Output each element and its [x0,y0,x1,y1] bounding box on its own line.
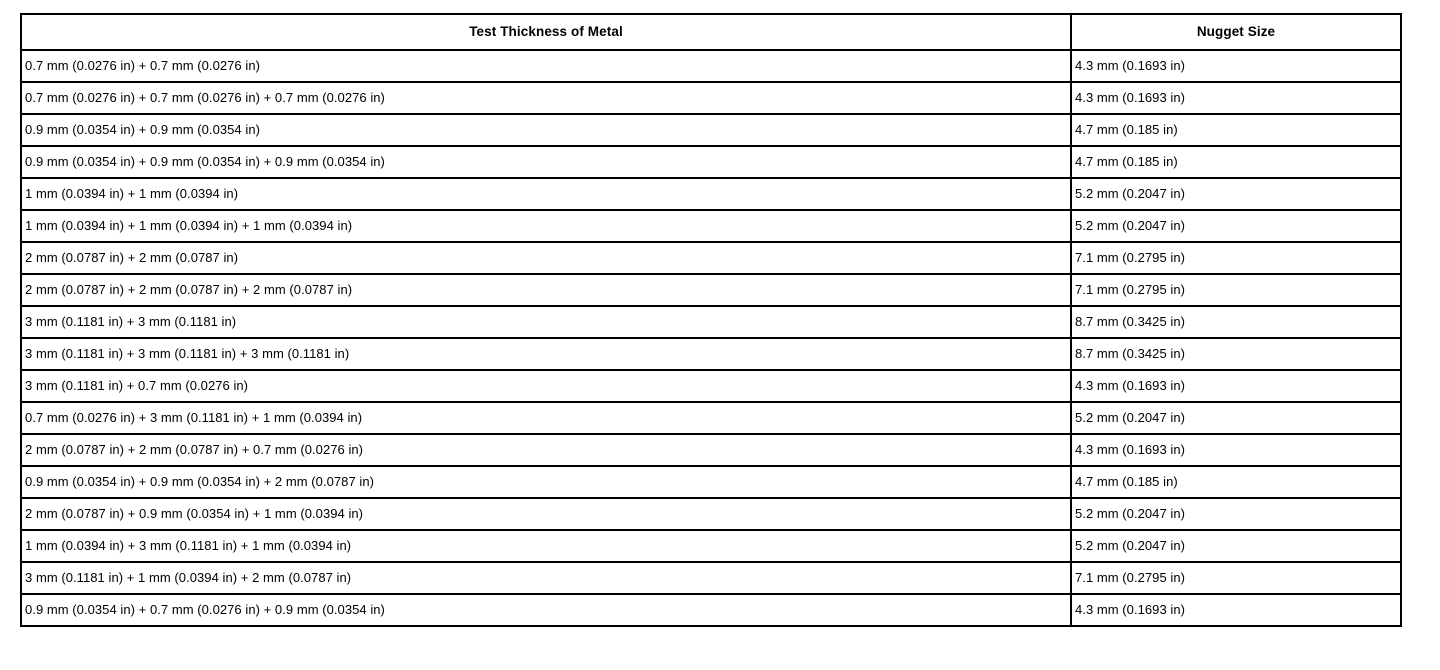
cell-nugget-size: 4.7 mm (0.185 in) [1070,145,1402,179]
table-row: 0.7 mm (0.0276 in) + 0.7 mm (0.0276 in) … [20,81,1402,115]
table-row: 2 mm (0.0787 in) + 0.9 mm (0.0354 in) + … [20,497,1402,531]
cell-test-thickness-of-metal: 1 mm (0.0394 in) + 1 mm (0.0394 in) + 1 … [20,209,1072,243]
table-row: 3 mm (0.1181 in) + 0.7 mm (0.0276 in) 4.3… [20,369,1402,403]
cell-test-thickness-of-metal: 2 mm (0.0787 in) + 0.9 mm (0.0354 in) + … [20,497,1072,531]
table-row: 1 mm (0.0394 in) + 1 mm (0.0394 in) 5.2 m… [20,177,1402,211]
nugget-size-table-container: Test Thickness of Metal Nugget Size 0.7 … [20,13,1402,627]
table-row: 0.9 mm (0.0354 in) + 0.7 mm (0.0276 in) … [20,593,1402,627]
cell-test-thickness-of-metal: 3 mm (0.1181 in) + 0.7 mm (0.0276 in) [20,369,1072,403]
cell-nugget-size: 4.7 mm (0.185 in) [1070,113,1402,147]
table-header: Test Thickness of Metal Nugget Size [20,13,1402,51]
table-row: 0.9 mm (0.0354 in) + 0.9 mm (0.0354 in) 4… [20,113,1402,147]
cell-nugget-size: 8.7 mm (0.3425 in) [1070,337,1402,371]
cell-test-thickness-of-metal: 0.7 mm (0.0276 in) + 0.7 mm (0.0276 in) [20,49,1072,83]
table-row: 0.9 mm (0.0354 in) + 0.9 mm (0.0354 in) … [20,145,1402,179]
cell-test-thickness-of-metal: 0.9 mm (0.0354 in) + 0.9 mm (0.0354 in) … [20,145,1072,179]
cell-nugget-size: 5.2 mm (0.2047 in) [1070,177,1402,211]
table-row: 0.9 mm (0.0354 in) + 0.9 mm (0.0354 in) … [20,465,1402,499]
column-header-test-thickness-of-metal: Test Thickness of Metal [20,13,1072,51]
cell-test-thickness-of-metal: 0.9 mm (0.0354 in) + 0.9 mm (0.0354 in) [20,113,1072,147]
cell-test-thickness-of-metal: 2 mm (0.0787 in) + 2 mm (0.0787 in) [20,241,1072,275]
cell-test-thickness-of-metal: 3 mm (0.1181 in) + 3 mm (0.1181 in) [20,305,1072,339]
column-header-nugget-size: Nugget Size [1070,13,1402,51]
nugget-size-table: Test Thickness of Metal Nugget Size 0.7 … [20,13,1402,627]
cell-nugget-size: 4.7 mm (0.185 in) [1070,465,1402,499]
cell-nugget-size: 5.2 mm (0.2047 in) [1070,529,1402,563]
cell-test-thickness-of-metal: 0.7 mm (0.0276 in) + 3 mm (0.1181 in) + … [20,401,1072,435]
cell-nugget-size: 4.3 mm (0.1693 in) [1070,433,1402,467]
cell-test-thickness-of-metal: 1 mm (0.0394 in) + 1 mm (0.0394 in) [20,177,1072,211]
table-body: 0.7 mm (0.0276 in) + 0.7 mm (0.0276 in) 4… [20,49,1402,627]
cell-nugget-size: 5.2 mm (0.2047 in) [1070,497,1402,531]
table-row: 1 mm (0.0394 in) + 1 mm (0.0394 in) + 1 … [20,209,1402,243]
table-row: 0.7 mm (0.0276 in) + 0.7 mm (0.0276 in) 4… [20,49,1402,83]
cell-test-thickness-of-metal: 2 mm (0.0787 in) + 2 mm (0.0787 in) + 0.… [20,433,1072,467]
cell-nugget-size: 5.2 mm (0.2047 in) [1070,209,1402,243]
table-row: 3 mm (0.1181 in) + 3 mm (0.1181 in) 8.7 m… [20,305,1402,339]
table-header-row: Test Thickness of Metal Nugget Size [20,13,1402,51]
table-row: 2 mm (0.0787 in) + 2 mm (0.0787 in) 7.1 m… [20,241,1402,275]
cell-nugget-size: 8.7 mm (0.3425 in) [1070,305,1402,339]
cell-test-thickness-of-metal: 0.7 mm (0.0276 in) + 0.7 mm (0.0276 in) … [20,81,1072,115]
cell-test-thickness-of-metal: 3 mm (0.1181 in) + 1 mm (0.0394 in) + 2 … [20,561,1072,595]
table-row: 3 mm (0.1181 in) + 1 mm (0.0394 in) + 2 … [20,561,1402,595]
table-row: 0.7 mm (0.0276 in) + 3 mm (0.1181 in) + … [20,401,1402,435]
cell-test-thickness-of-metal: 0.9 mm (0.0354 in) + 0.9 mm (0.0354 in) … [20,465,1072,499]
table-row: 1 mm (0.0394 in) + 3 mm (0.1181 in) + 1 … [20,529,1402,563]
cell-nugget-size: 7.1 mm (0.2795 in) [1070,241,1402,275]
cell-nugget-size: 4.3 mm (0.1693 in) [1070,81,1402,115]
cell-test-thickness-of-metal: 0.9 mm (0.0354 in) + 0.7 mm (0.0276 in) … [20,593,1072,627]
cell-nugget-size: 4.3 mm (0.1693 in) [1070,369,1402,403]
cell-nugget-size: 4.3 mm (0.1693 in) [1070,593,1402,627]
table-row: 3 mm (0.1181 in) + 3 mm (0.1181 in) + 3 … [20,337,1402,371]
cell-nugget-size: 7.1 mm (0.2795 in) [1070,561,1402,595]
cell-nugget-size: 7.1 mm (0.2795 in) [1070,273,1402,307]
cell-test-thickness-of-metal: 1 mm (0.0394 in) + 3 mm (0.1181 in) + 1 … [20,529,1072,563]
cell-test-thickness-of-metal: 2 mm (0.0787 in) + 2 mm (0.0787 in) + 2 … [20,273,1072,307]
cell-nugget-size: 5.2 mm (0.2047 in) [1070,401,1402,435]
cell-test-thickness-of-metal: 3 mm (0.1181 in) + 3 mm (0.1181 in) + 3 … [20,337,1072,371]
cell-nugget-size: 4.3 mm (0.1693 in) [1070,49,1402,83]
table-row: 2 mm (0.0787 in) + 2 mm (0.0787 in) + 2 … [20,273,1402,307]
table-row: 2 mm (0.0787 in) + 2 mm (0.0787 in) + 0.… [20,433,1402,467]
